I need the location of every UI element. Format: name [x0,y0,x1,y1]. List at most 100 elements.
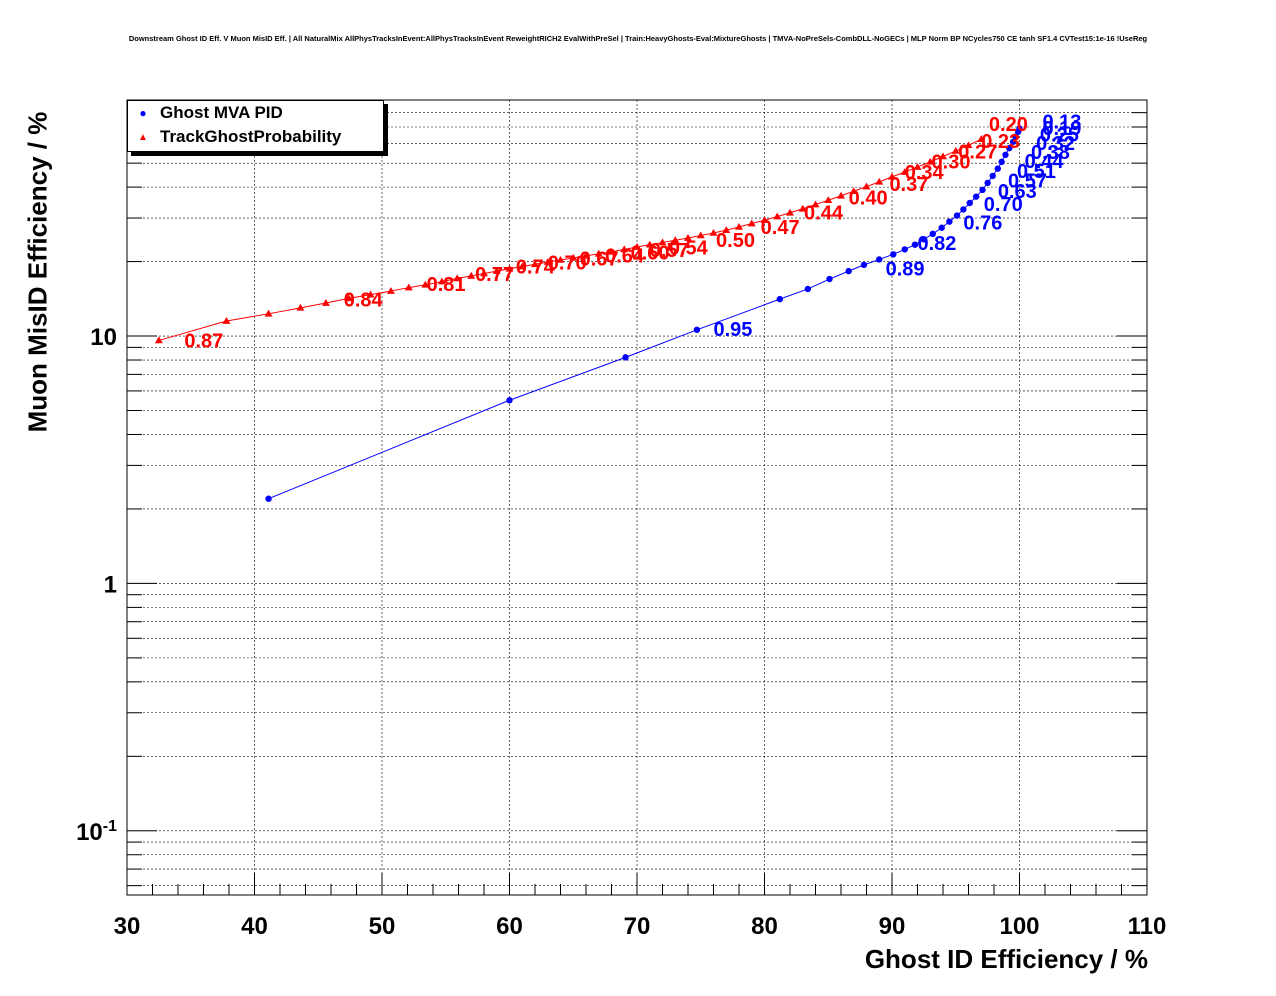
legend-item-track-ghost-prob: ▲ TrackGhostProbability [136,126,341,148]
data-point [594,249,603,257]
triangle-marker-icon: ▲ [138,131,148,143]
chart-title: Downstream Ghost ID Eff. V Muon MisID Ef… [128,34,1148,43]
point-label: 0.44 [804,202,844,224]
data-point [890,251,897,258]
y-tick-label: 10-1 [76,818,117,846]
data-point [505,264,514,272]
data-point [480,269,488,277]
x-tick-label: 40 [241,913,268,940]
data-point [693,326,701,333]
point-label: 0.82 [918,233,957,255]
point-label: 0.70 [984,194,1023,216]
data-point [977,135,986,142]
data-point [939,152,947,160]
data-point [620,245,629,253]
data-point [492,267,501,274]
data-point [467,271,476,279]
data-point [913,163,922,170]
data-point [1009,138,1017,145]
point-label: 0.60 [631,242,670,264]
data-point [265,495,272,502]
data-point [901,246,908,253]
point-label: 0.27 [958,141,997,163]
data-point [786,208,794,216]
y-axis-label: Muon MisID Efficiency / % [22,111,53,433]
x-tick-label: 110 [1128,913,1167,940]
x-tick-label: 50 [369,913,396,940]
data-point [824,196,833,204]
data-point [1006,144,1013,152]
data-point [366,290,375,298]
point-label: 0.47 [761,217,800,239]
data-point [938,224,945,231]
data-point [798,204,807,212]
point-label: 0.84 [344,289,384,311]
point-label: 0.25 [1040,124,1079,146]
data-point [696,231,705,239]
y-tick-label: 10 [90,324,117,351]
data-point [960,206,967,213]
data-point [920,236,928,243]
point-label: 0.87 [184,330,223,352]
data-point [811,200,820,208]
point-label: 0.19 [1042,118,1081,140]
data-point [849,187,858,195]
data-point [776,295,783,303]
data-point [964,141,973,149]
x-axis-label: Ghost ID Efficiency / % [864,944,1148,974]
data-point [972,193,980,200]
point-label: 0.54 [669,238,709,260]
data-point [994,165,1002,172]
point-label: 0.23 [981,131,1020,153]
point-label: 0.57 [650,240,689,262]
data-point [951,146,960,154]
data-point [984,179,991,187]
x-tick-label: 70 [624,913,651,940]
data-point [296,303,305,311]
data-point [826,275,833,283]
data-point [622,354,629,361]
data-point [1012,133,1019,140]
point-label: 0.67 [580,248,619,270]
point-label: 0.38 [1031,142,1070,164]
data-point [421,280,430,288]
legend-label: Ghost MVA PID [160,103,283,122]
data-point [946,218,953,225]
data-point [929,230,936,238]
x-tick-label: 80 [751,913,778,940]
point-label: 0.34 [905,162,945,184]
x-tick-label: 30 [114,913,141,940]
data-point [404,283,413,291]
data-point [966,199,973,207]
legend-item-ghost-mva: ● Ghost MVA PID [136,102,283,124]
data-point [804,285,812,293]
data-point [506,397,513,404]
data-point [556,255,565,263]
data-point [531,260,539,268]
x-tick-label: 100 [999,913,1039,940]
point-label: 0.50 [716,230,755,252]
data-point [264,309,273,317]
legend: ● Ghost MVA PID ▲ TrackGhostProbability [127,100,384,152]
point-label: 0.40 [849,188,888,210]
point-label: 0.77 [475,264,514,286]
point-label: 0.57 [1008,170,1047,192]
data-point [684,234,692,241]
data-point [569,253,578,261]
data-point [862,182,871,190]
data-point [888,172,896,180]
data-point [582,251,590,259]
data-point [1016,125,1023,132]
point-label: 0.51 [1017,161,1056,183]
data-point [633,243,641,250]
data-point [321,299,330,306]
point-label: 0.76 [963,213,1002,235]
data-point [773,212,782,220]
y-tick-label: 1 [104,571,117,598]
point-label: 0.89 [886,259,925,281]
data-point [658,238,667,246]
data-point [722,226,731,233]
grid-lines [127,99,1147,895]
data-point [989,172,996,180]
